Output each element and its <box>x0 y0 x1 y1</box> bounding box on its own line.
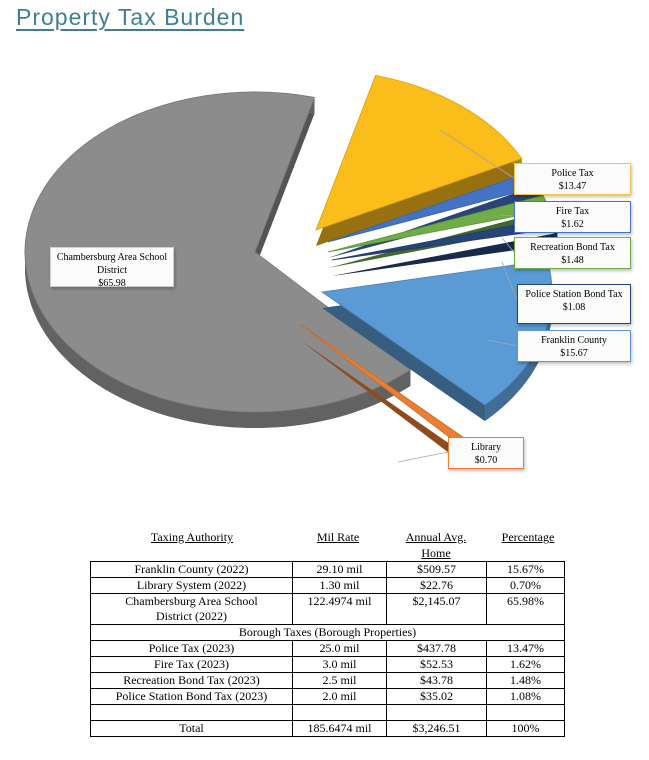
cell-annual: $2,145.07 <box>386 593 487 625</box>
leader-line-1 <box>499 214 515 217</box>
table-row: Franklin County (2022) 29.10 mil $509.57… <box>90 561 565 578</box>
callout-recreation: Recreation Bond Tax $1.48 <box>514 237 631 269</box>
header-annual-line1: Annual Avg. <box>405 530 467 544</box>
pie-slice-base-4 <box>332 233 558 276</box>
callout-police: Police Tax $13.47 <box>514 163 631 195</box>
total-annual: $3,246.51 <box>386 720 487 737</box>
section-label: Borough Taxes (Borough Properties) <box>90 624 565 641</box>
cell-pct: 1.08% <box>486 688 565 705</box>
cell-annual: $43.78 <box>386 672 487 689</box>
cell-authority: Recreation Bond Tax (2023) <box>90 672 293 689</box>
cell-pct: 13.47% <box>486 640 565 657</box>
cell-blank <box>486 704 565 721</box>
callout-police-station-value: $1.08 <box>562 302 586 313</box>
callout-school-label: Chambersburg Area School District <box>56 252 168 276</box>
total-authority: Total <box>90 720 293 737</box>
total-mil: 185.6474 mil <box>292 720 387 737</box>
callout-franklin-value: $15.67 <box>560 348 588 359</box>
page-title: Property Tax Burden <box>16 4 245 30</box>
table-row: Fire Tax (2023) 3.0 mil $52.53 1.62% <box>90 656 565 673</box>
callout-library-value: $0.70 <box>474 455 498 466</box>
cell-mil: 29.10 mil <box>292 561 387 578</box>
cell-blank <box>386 704 487 721</box>
cell-mil: 25.0 mil <box>292 640 387 657</box>
header-annual: Annual Avg. Home <box>398 529 474 561</box>
table-total-row: Total 185.6474 mil $3,246.51 100% <box>90 720 565 737</box>
table-row: Chambersburg Area School District (2022)… <box>90 593 565 625</box>
callout-fire-value: $1.62 <box>561 219 584 230</box>
cell-authority-line2: District (2022) <box>156 609 227 623</box>
pie-chart <box>24 74 558 463</box>
cell-annual: $22.76 <box>386 577 487 594</box>
cell-annual: $52.53 <box>386 656 487 673</box>
cell-annual: $35.02 <box>386 688 487 705</box>
leader-line-5 <box>397 451 449 463</box>
cell-authority: Police Tax (2023) <box>90 640 293 657</box>
tax-table: Franklin County (2022) 29.10 mil $509.57… <box>90 561 565 737</box>
cell-annual: $509.57 <box>386 561 487 578</box>
leader-line-0 <box>439 129 515 179</box>
callout-franklin-label: Franklin County <box>541 335 607 346</box>
table-blank-row <box>90 704 565 721</box>
cell-annual: $437.78 <box>386 640 487 657</box>
cell-authority: Library System (2022) <box>90 577 293 594</box>
cell-pct: 1.48% <box>486 672 565 689</box>
header-annual-line2: Home <box>421 546 451 560</box>
callout-police-station: Police Station Bond Tax $1.08 <box>517 284 631 324</box>
callout-fire: Fire Tax $1.62 <box>514 201 631 233</box>
callout-library-label: Library <box>471 442 501 453</box>
cell-pct: 1.62% <box>486 656 565 673</box>
cell-mil: 1.30 mil <box>292 577 387 594</box>
leader-line-2 <box>501 237 515 253</box>
callout-franklin: Franklin County $15.67 <box>517 330 631 362</box>
table-row: Police Station Bond Tax (2023) 2.0 mil $… <box>90 688 565 705</box>
cell-pct: 15.67% <box>486 561 565 578</box>
cell-blank <box>90 704 293 721</box>
callout-police-station-label: Police Station Bond Tax <box>525 289 623 300</box>
cell-authority: Police Station Bond Tax (2023) <box>90 688 293 705</box>
callout-school: Chambersburg Area School District $65.98 <box>50 247 174 289</box>
header-pct: Percentage <box>501 530 555 544</box>
callout-recreation-label: Recreation Bond Tax <box>530 242 615 253</box>
header-authority: Taxing Authority <box>150 530 234 544</box>
cell-authority-line1: Chambersburg Area School <box>125 594 258 608</box>
table-row: Recreation Bond Tax (2023) 2.5 mil $43.7… <box>90 672 565 689</box>
callout-police-value: $13.47 <box>558 181 587 192</box>
cell-authority: Franklin County (2022) <box>90 561 293 578</box>
callout-library: Library $0.70 <box>448 437 524 469</box>
pie-slice-0 <box>24 91 412 413</box>
pie-slice-1 <box>315 74 523 231</box>
table-row: Library System (2022) 1.30 mil $22.76 0.… <box>90 577 565 594</box>
cell-blank <box>292 704 387 721</box>
cell-mil: 3.0 mil <box>292 656 387 673</box>
cell-mil: 2.0 mil <box>292 688 387 705</box>
table-row: Police Tax (2023) 25.0 mil $437.78 13.47… <box>90 640 565 657</box>
pie-slice-side-5 <box>484 260 552 422</box>
total-pct: 100% <box>486 720 565 737</box>
cell-pct: 65.98% <box>486 593 565 625</box>
callout-school-value: $65.98 <box>98 278 126 289</box>
cell-authority: Chambersburg Area School District (2022) <box>90 593 293 625</box>
callout-fire-label: Fire Tax <box>555 206 590 217</box>
cell-mil: 2.5 mil <box>292 672 387 689</box>
cell-pct: 0.70% <box>486 577 565 594</box>
cell-mil: 122.4974 mil <box>292 593 387 625</box>
leader-line-3 <box>501 261 518 301</box>
header-mil: Mil Rate <box>316 530 360 544</box>
callout-police-label: Police Tax <box>551 168 594 179</box>
cell-authority: Fire Tax (2023) <box>90 656 293 673</box>
leader-line-4 <box>487 339 518 347</box>
pie-slice-base-6 <box>300 340 463 458</box>
table-section-row: Borough Taxes (Borough Properties) <box>90 624 565 641</box>
callout-recreation-value: $1.48 <box>561 255 584 266</box>
